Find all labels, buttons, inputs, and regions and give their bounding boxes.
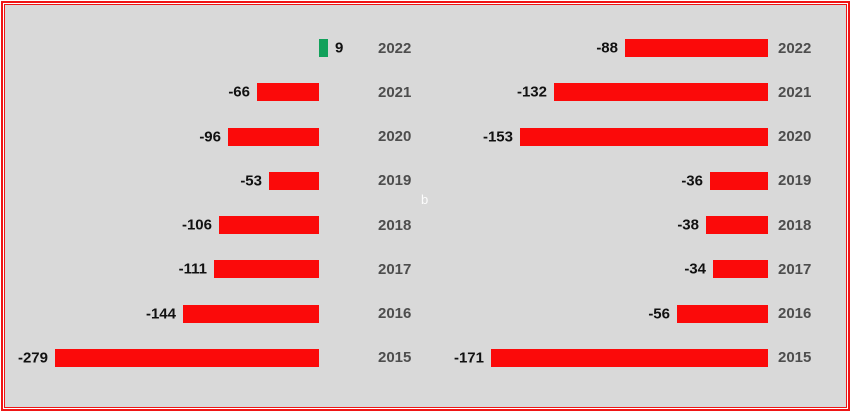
row-plot-area: -56	[480, 304, 768, 323]
value-label: -34	[684, 260, 706, 278]
row-plot-area: -36	[480, 171, 768, 190]
row-plot-area: -106	[30, 216, 319, 235]
row-plot-area: 9	[30, 39, 343, 58]
row-plot-area: -279	[18, 348, 319, 367]
year-label: 2021	[378, 83, 412, 101]
negative-bar	[713, 260, 768, 279]
value-label: -96	[199, 128, 221, 146]
chart-row: -53 2019	[30, 159, 418, 203]
chart-row: -132 2021	[480, 70, 818, 114]
row-plot-area: -144	[30, 304, 319, 323]
chart-row: -111 2017	[30, 247, 418, 291]
negative-bar	[55, 348, 319, 367]
row-plot-area: -34	[480, 260, 768, 279]
value-label: -153	[482, 128, 513, 146]
negative-bar	[491, 348, 768, 367]
year-label: 2022	[378, 39, 412, 57]
row-plot-area: -171	[454, 348, 768, 367]
row-plot-area: -88	[480, 39, 768, 58]
negative-bar	[677, 304, 768, 323]
chart-row: -144 2016	[30, 292, 418, 336]
row-plot-area: -96	[30, 127, 319, 146]
row-plot-area: -66	[30, 83, 319, 102]
chart-row: -36 2019	[480, 159, 818, 203]
negative-bar	[269, 171, 319, 190]
value-label: -144	[145, 305, 176, 323]
chart-row: -88 2022	[480, 26, 818, 70]
value-label: -106	[181, 216, 212, 234]
row-plot-area: -53	[30, 171, 319, 190]
row-plot-area: -38	[480, 216, 768, 235]
negative-bar	[183, 304, 319, 323]
negative-bar	[228, 127, 319, 146]
value-label: -56	[648, 305, 670, 323]
charts-container: 9 2022 -66 2021 -96 2020 -53 2019 -106 2018 -111 20…	[5, 5, 846, 380]
year-label: 2015	[378, 349, 412, 367]
value-label: -53	[240, 172, 262, 190]
negative-bar	[706, 216, 768, 235]
watermark-text: b	[421, 192, 429, 207]
positive-bar	[319, 39, 328, 58]
chart-row: 9 2022	[30, 26, 418, 70]
chart-row: -279 2015	[18, 336, 418, 380]
value-label: -279	[17, 349, 48, 367]
chart-row: -96 2020	[30, 115, 418, 159]
negative-bar	[257, 83, 319, 102]
chart-canvas: 9 2022 -66 2021 -96 2020 -53 2019 -106 2018 -111 20…	[4, 4, 847, 408]
year-label: 2021	[778, 83, 812, 101]
row-plot-area: -132	[480, 83, 768, 102]
year-label: 2020	[778, 128, 812, 146]
chart-row: -153 2020	[480, 115, 818, 159]
negative-bar	[710, 171, 768, 190]
value-label: -66	[228, 83, 250, 101]
year-label: 2018	[378, 216, 412, 234]
chart-row: -38 2018	[480, 203, 818, 247]
value-label: -36	[681, 172, 703, 190]
chart-row: -106 2018	[30, 203, 418, 247]
right-bar-chart: -88 2022 -132 2021 -153 2020 -36 2019 -38 2018 -34…	[454, 26, 818, 380]
negative-bar	[520, 127, 768, 146]
value-label: -132	[516, 83, 547, 101]
chart-row: -34 2017	[480, 247, 818, 291]
year-label: 2022	[778, 39, 812, 57]
value-label: 9	[335, 39, 344, 57]
year-label: 2017	[778, 260, 812, 278]
value-label: -111	[178, 260, 207, 278]
year-label: 2017	[378, 260, 412, 278]
negative-bar	[214, 260, 319, 279]
row-plot-area: -111	[30, 260, 319, 279]
value-label: -38	[677, 216, 699, 234]
value-label: -171	[453, 349, 484, 367]
year-label: 2019	[378, 172, 412, 190]
left-bar-chart: 9 2022 -66 2021 -96 2020 -53 2019 -106 2018 -111 20…	[18, 26, 418, 380]
negative-bar	[625, 39, 768, 58]
year-label: 2020	[378, 128, 412, 146]
year-label: 2015	[778, 349, 812, 367]
chart-row: -171 2015	[454, 336, 818, 380]
year-label: 2018	[778, 216, 812, 234]
negative-bar	[554, 83, 768, 102]
year-label: 2016	[778, 305, 812, 323]
negative-bar	[219, 216, 319, 235]
value-label: -88	[596, 39, 618, 57]
year-label: 2016	[378, 305, 412, 323]
year-label: 2019	[778, 172, 812, 190]
row-plot-area: -153	[480, 127, 768, 146]
chart-row: -56 2016	[480, 292, 818, 336]
chart-row: -66 2021	[30, 70, 418, 114]
